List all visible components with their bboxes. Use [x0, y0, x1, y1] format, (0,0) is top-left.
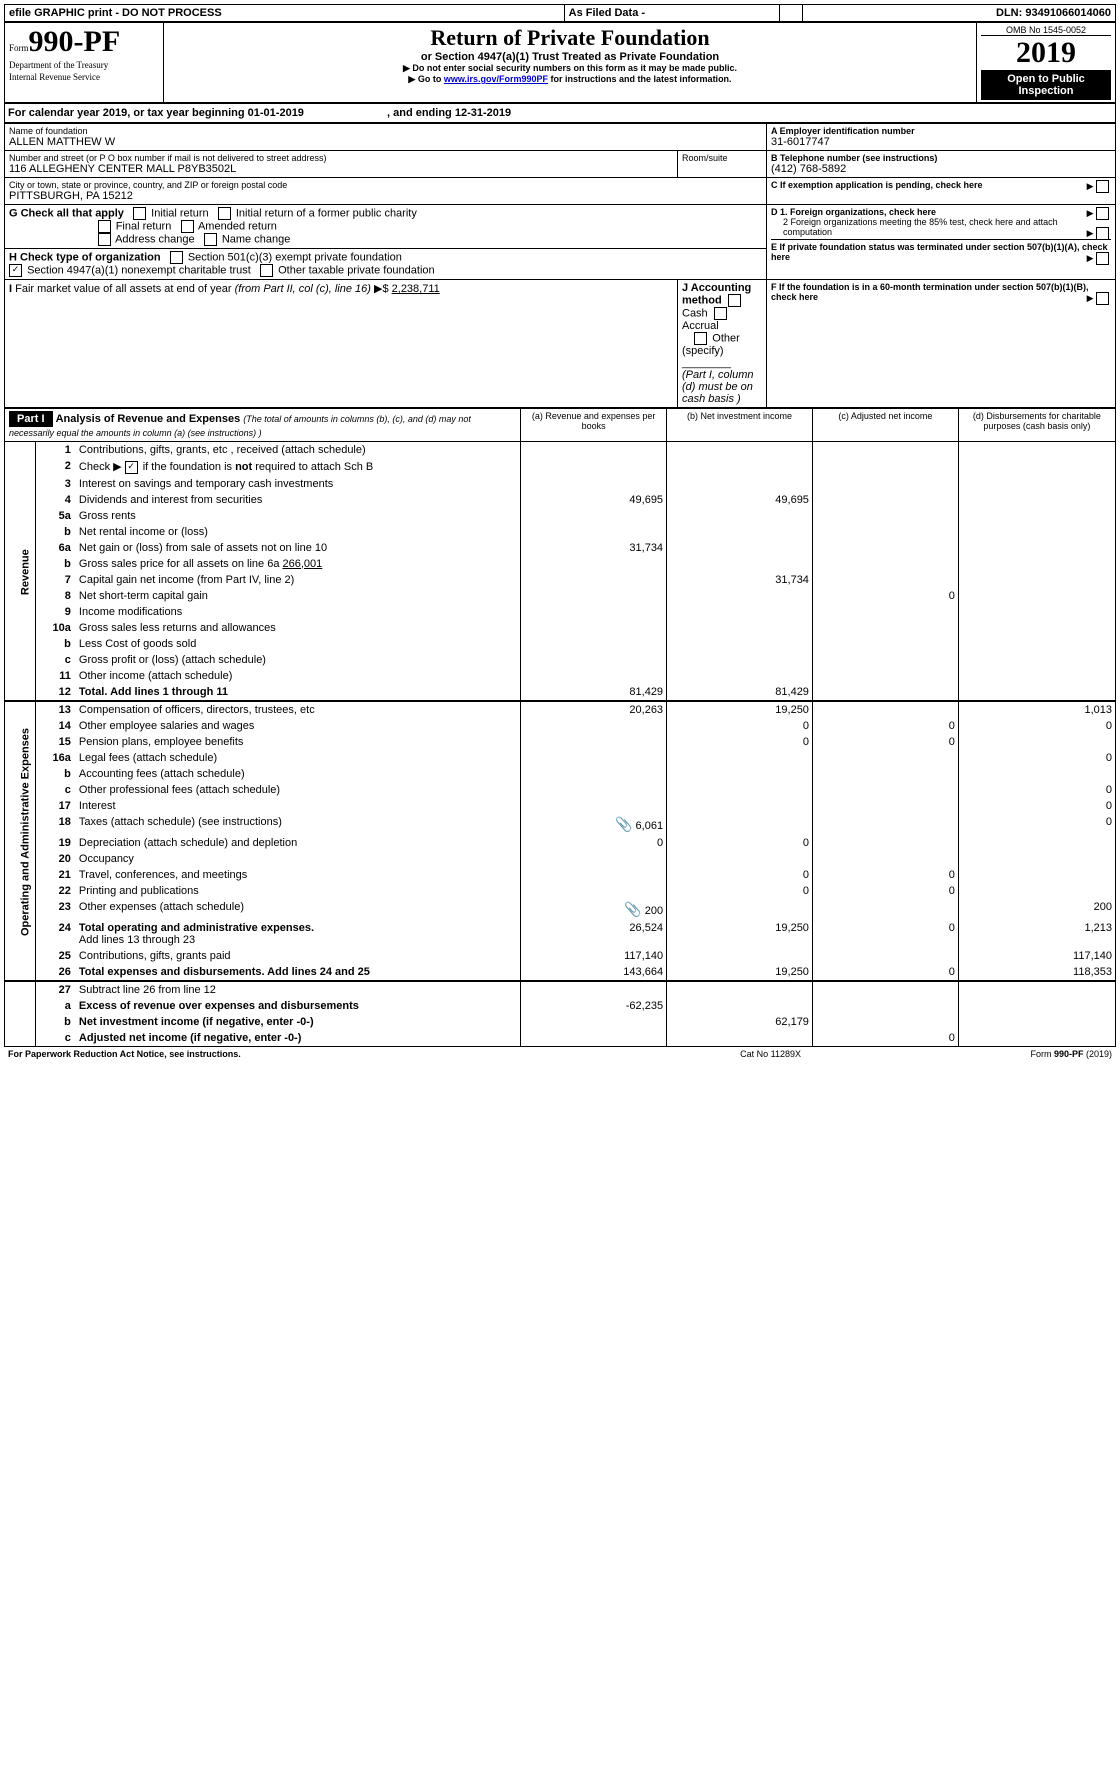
part1-label: Part I	[9, 411, 53, 427]
tax-year: 2019	[981, 36, 1111, 70]
part1-table: Part I Analysis of Revenue and Expenses …	[4, 408, 1116, 1047]
form-title: Return of Private Foundation	[168, 25, 972, 51]
foreign-85-checkbox[interactable]	[1096, 227, 1109, 240]
exemption-pending-checkbox[interactable]	[1096, 180, 1109, 193]
fmv-value: 2,238,711	[392, 283, 440, 295]
street-address: 116 ALLEGHENY CENTER MALL P8YB3502L	[9, 163, 673, 175]
foundation-name: ALLEN MATTHEW W	[9, 136, 762, 148]
form-header: Form990-PF Department of the Treasury In…	[4, 22, 1116, 103]
revenue-section-label: Revenue	[5, 442, 36, 701]
col-d-header: (d) Disbursements for charitable purpose…	[958, 409, 1115, 442]
irs-link[interactable]: www.irs.gov/Form990PF	[444, 74, 548, 84]
60month-checkbox[interactable]	[1096, 292, 1109, 305]
city-state-zip: PITTSBURGH, PA 15212	[9, 190, 762, 202]
initial-return-checkbox[interactable]	[133, 207, 146, 220]
top-bar: efile GRAPHIC print - DO NOT PROCESS As …	[4, 4, 1116, 22]
col-b-header: (b) Net investment income	[667, 409, 813, 442]
final-return-checkbox[interactable]	[98, 220, 111, 233]
accrual-checkbox[interactable]	[714, 307, 727, 320]
other-method-checkbox[interactable]	[694, 332, 707, 345]
expenses-section-label: Operating and Administrative Expenses	[5, 701, 36, 964]
dln: DLN: 93491066014060	[802, 5, 1115, 22]
efile-notice: efile GRAPHIC print - DO NOT PROCESS	[5, 5, 565, 22]
attachment-icon[interactable]: 📎	[624, 901, 641, 918]
tax-period: For calendar year 2019, or tax year begi…	[4, 103, 1116, 123]
asfiled-label: As Filed Data -	[564, 5, 780, 22]
501c3-checkbox[interactable]	[170, 251, 183, 264]
col-a-header: (a) Revenue and expenses per books	[521, 409, 667, 442]
address-change-checkbox[interactable]	[98, 233, 111, 246]
terminated-checkbox[interactable]	[1096, 252, 1109, 265]
open-to-public: Open to Public Inspection	[981, 70, 1111, 100]
phone: (412) 768-5892	[771, 163, 1111, 175]
form-number: 990-PF	[29, 25, 121, 58]
ein: 31-6017747	[771, 136, 1111, 148]
col-c-header: (c) Adjusted net income	[812, 409, 958, 442]
attachment-icon[interactable]: 📎	[615, 816, 632, 833]
cash-checkbox[interactable]	[728, 294, 741, 307]
amended-return-checkbox[interactable]	[181, 220, 194, 233]
omb-number: OMB No 1545-0052	[981, 25, 1111, 36]
4947a1-checkbox[interactable]: ✓	[9, 264, 22, 277]
name-change-checkbox[interactable]	[204, 233, 217, 246]
initial-former-checkbox[interactable]	[218, 207, 231, 220]
foreign-org-checkbox[interactable]	[1096, 207, 1109, 220]
page-footer: For Paperwork Reduction Act Notice, see …	[4, 1047, 1116, 1061]
entity-block: Name of foundation ALLEN MATTHEW W A Emp…	[4, 123, 1116, 408]
other-taxable-checkbox[interactable]	[260, 264, 273, 277]
